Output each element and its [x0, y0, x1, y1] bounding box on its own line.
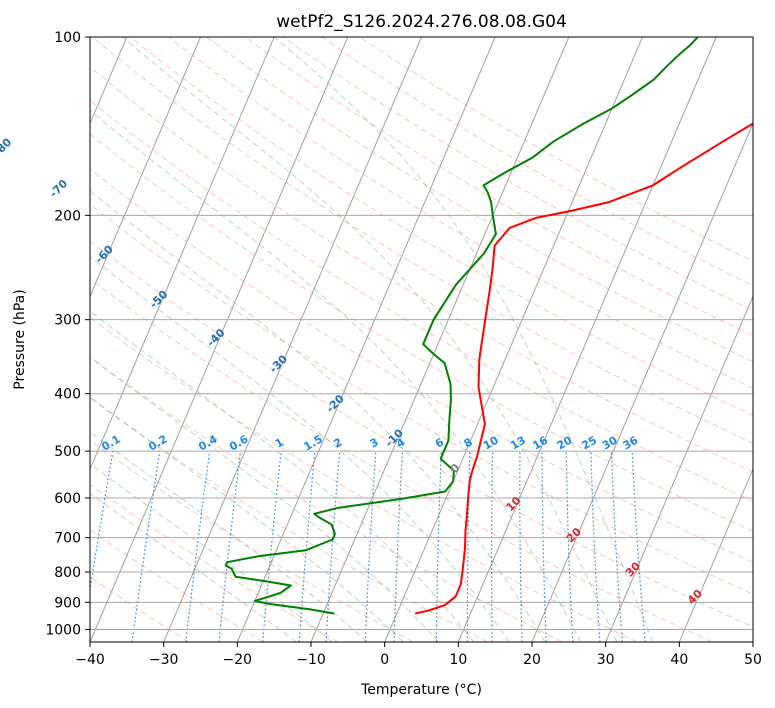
plot-frame: [89, 36, 754, 643]
y-tick-label: 900: [54, 595, 81, 611]
moist-adiabat: [90, 431, 369, 642]
y-tick-label: 300: [54, 313, 81, 329]
isotherm: [605, 295, 753, 642]
mixing-ratio-line: [298, 451, 316, 642]
moist-adiabat: [90, 463, 333, 642]
moist-adiabat: [90, 396, 404, 642]
isotherm: [90, 37, 349, 642]
dry-adiabat: [90, 240, 753, 628]
isotherm: [384, 37, 643, 642]
sounding-profiles: [224, 37, 753, 615]
y-tick-label: 700: [54, 531, 81, 547]
background-lines: [90, 37, 753, 642]
moist-adiabat: [90, 492, 297, 642]
y-tick-label: 400: [54, 387, 81, 403]
y-tick-label: 100: [54, 30, 81, 46]
dry-adiabat: [90, 356, 563, 642]
y-tick-label: 600: [54, 491, 81, 507]
mixing-ratio-line: [262, 451, 282, 642]
dry-adiabat: [90, 278, 712, 642]
dry-adiabat: [90, 203, 753, 595]
isotherm: [163, 37, 422, 642]
x-tick-label: −30: [149, 652, 179, 668]
mixing-ratio-line: [185, 451, 211, 642]
dry-adiabat: [244, 37, 753, 337]
dry-adiabat: [90, 529, 264, 642]
x-tick-label: 0: [380, 652, 389, 668]
x-tick-label: −40: [75, 652, 105, 668]
moist-adiabat: [121, 37, 618, 642]
pressure-gridlines: [90, 37, 753, 630]
mixing-ratio-line: [131, 451, 161, 642]
x-tick-label: 50: [744, 652, 762, 668]
x-tick-label: −20: [223, 652, 253, 668]
dry-adiabat: [130, 37, 753, 417]
dry-adiabat: [90, 99, 753, 502]
isotherm: [457, 37, 717, 642]
y-tick-label: 1000: [45, 622, 81, 638]
x-tick-label: 40: [670, 652, 688, 668]
moist-adiabat: [90, 255, 510, 642]
y-axis-label: Pressure (hPa): [12, 289, 28, 389]
dry-adiabat: [90, 133, 753, 533]
mixing-ratio-line: [631, 451, 646, 642]
dry-adiabat: [282, 37, 753, 312]
dry-adiabat: [90, 483, 339, 642]
moist-adiabat: [90, 310, 475, 642]
y-axis: 1000 900 800 700 600 500 400 300 200 100: [45, 30, 90, 638]
chart-title: wetPf2_S126.2024.276.08.08.G04: [276, 12, 567, 32]
isotherm: [236, 37, 496, 642]
y-tick-label: 800: [54, 565, 81, 581]
isotherm: [531, 122, 753, 642]
isotherm: [90, 37, 275, 471]
x-tick-label: 30: [597, 652, 615, 668]
temperature-line: [414, 122, 753, 615]
x-tick-label: 20: [523, 652, 541, 668]
y-tick-label: 500: [54, 444, 81, 460]
dry-adiabat: [91, 37, 753, 445]
dry-adiabat: [168, 37, 753, 389]
x-tick-label: −10: [296, 652, 326, 668]
isotherm: [678, 467, 753, 642]
x-axis-label: Temperature (°C): [360, 682, 482, 698]
dewpoint-line: [224, 37, 699, 615]
mixing-ratio-line: [90, 450, 114, 594]
y-tick-label: 200: [54, 208, 81, 224]
dry-adiabat: [90, 316, 638, 642]
mixing-ratio-line: [218, 451, 242, 642]
x-axis: −40 −30 −20 −10 0 10 20 30 40 50: [75, 642, 762, 668]
isotherm: [90, 37, 201, 298]
moist-adiabat: [90, 356, 439, 642]
isotherm: [310, 37, 570, 642]
x-tick-label: 10: [449, 652, 467, 668]
